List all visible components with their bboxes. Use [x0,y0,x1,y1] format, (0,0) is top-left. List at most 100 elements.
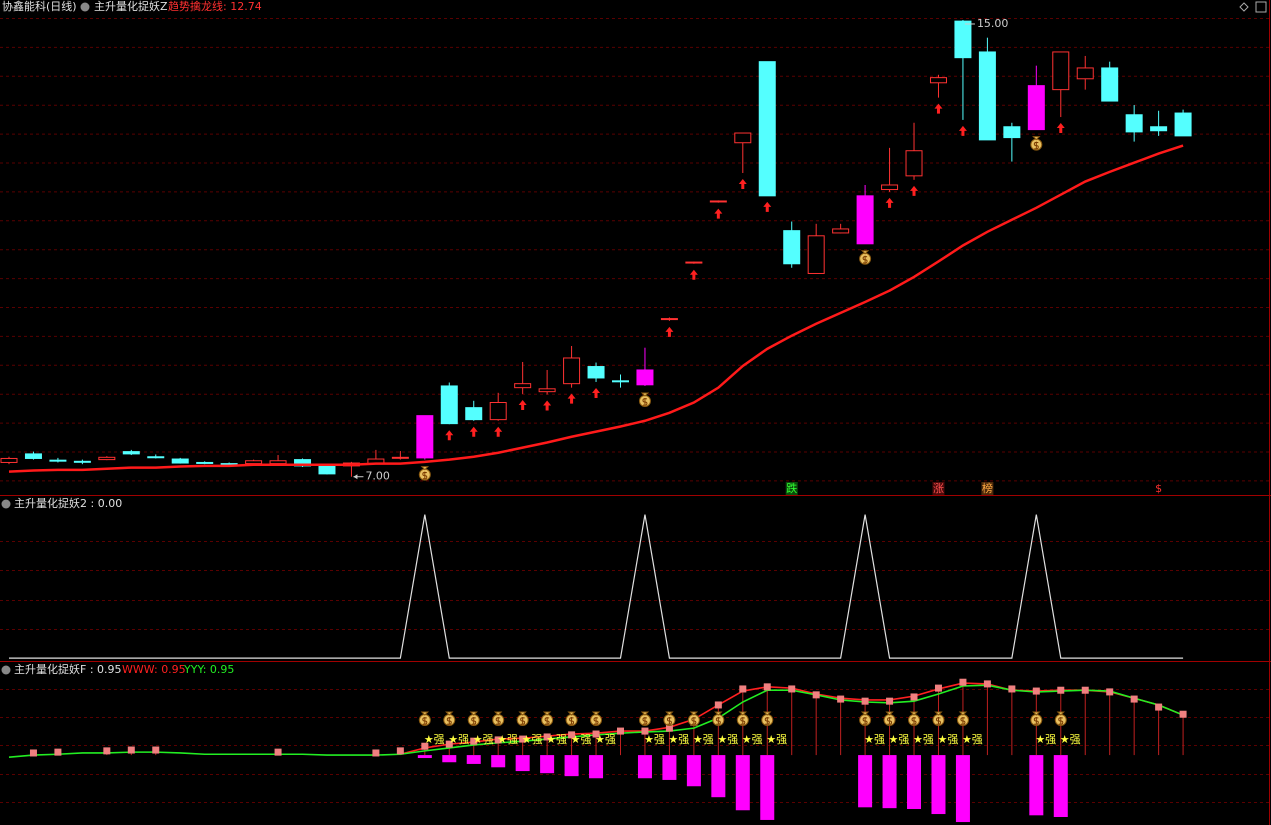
buy-arrow [910,185,919,196]
candle-body [98,456,116,461]
buy-arrow [445,430,454,441]
square-marker [763,683,771,691]
bag-sign [471,717,477,725]
buy-arrow [885,197,894,208]
candle-body [171,458,189,464]
candle-body [612,380,629,383]
buy-arrow [518,399,527,410]
panel2-title: 主升量化捉妖2 : 0.00 [14,496,122,510]
buy-arrow [689,269,698,280]
square-marker [445,740,453,748]
candle-body [538,388,556,393]
bag-sign [960,717,966,725]
bag-sign [740,717,746,725]
bag-knot [420,466,430,471]
money-bag [932,711,945,726]
money-bag [687,711,700,726]
panel3-title: 主升量化捉妖F : 0.95 [14,662,122,676]
star-label: ★强 [962,733,983,746]
bag-knot [665,711,674,716]
square-marker [568,731,576,739]
candle-body [1027,85,1045,131]
bag-knot [518,711,527,716]
bag-knot [1056,711,1065,716]
bar [711,755,726,798]
min-label: 7.00 [365,470,390,483]
ma-readout: 趋势擒龙线: 12.74 [168,0,262,13]
square-marker [1008,685,1016,693]
star-label: ★强 [913,733,934,746]
min-pointer-head [353,474,358,480]
candle-body [416,415,434,459]
star-label: ★强 [644,733,665,746]
star-label: ★强 [473,733,494,746]
candle-body [929,77,947,84]
star-label: ★强 [717,733,738,746]
candle-body [1174,112,1192,137]
buy-arrow [592,387,601,398]
square-marker [543,733,551,741]
toggle-icon[interactable] [1,665,11,675]
bar [931,755,946,815]
diamond-icon[interactable] [1239,2,1249,12]
star-label: ★强 [546,733,567,746]
money-bag [736,711,749,726]
square-marker [861,697,869,705]
annotation: $ [1155,482,1162,495]
candle-body [1076,67,1094,80]
square-marker [617,727,624,735]
money-bag [492,711,505,726]
square-marker [1155,703,1163,711]
square-marker [1130,695,1138,703]
star-label: ★强 [571,733,592,746]
annotation: 榜 [982,481,993,495]
square-marker [274,748,282,756]
bag-sign [544,717,550,725]
star-label: ★强 [864,733,885,746]
money-bag [712,711,725,726]
bar [858,755,873,808]
square-marker [959,678,967,686]
candle-body [318,465,336,475]
bag-sign [446,717,452,725]
candle-body [1003,126,1021,139]
bag-sign [495,717,501,725]
square-marker [934,684,942,692]
bar [882,755,897,809]
annotation-bg [785,482,798,495]
candle-body [807,235,825,274]
money-bag [418,466,431,481]
square-marker [837,695,845,703]
buy-arrow [763,201,772,212]
buy-arrow [567,393,576,404]
buy-arrow [1056,123,1065,134]
bar [637,755,652,779]
buy-arrow [665,326,674,337]
legend-yyy: YYY: 0.95 [183,663,234,676]
bag-knot [860,250,870,255]
buy-arrow [494,426,503,437]
toggle-icon[interactable] [1,499,11,509]
bag-sign [642,397,648,406]
star-label: ★强 [937,733,958,746]
bag-sign [1033,717,1039,725]
bag-sign [911,717,917,725]
bag-sign [666,717,672,725]
money-bag [565,711,578,726]
star-label: ★强 [1060,733,1081,746]
candle-body [660,318,678,321]
toggle-icon[interactable] [80,2,90,12]
square-marker [1106,688,1114,696]
square-marker [886,697,894,705]
buy-arrow [934,103,943,114]
bar [540,755,555,774]
candle-body [685,261,703,264]
candle-body [489,402,507,421]
candle-body [196,461,214,464]
window-icon[interactable] [1255,1,1267,13]
candle-body [1101,67,1119,102]
money-bag [859,711,872,726]
buy-arrow [543,400,552,411]
